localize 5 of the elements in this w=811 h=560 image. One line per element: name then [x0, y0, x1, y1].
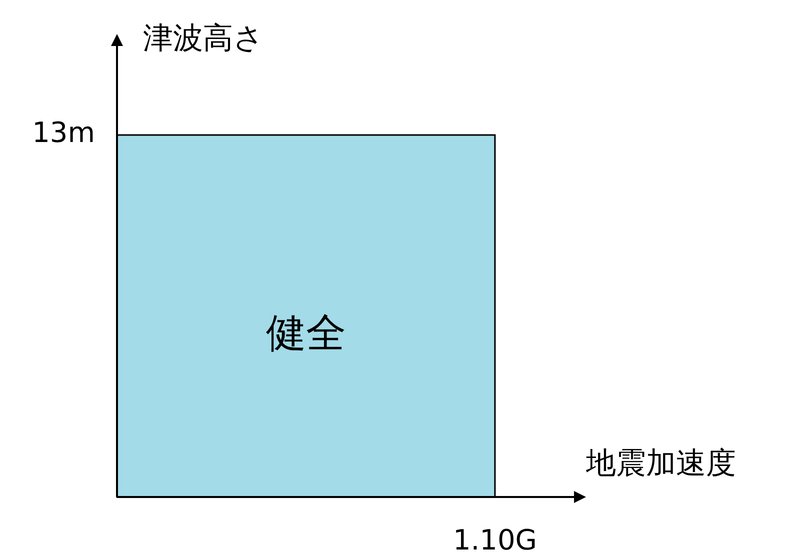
- text: 地震加速度: [585, 446, 736, 481]
- data-label: 1.10G: [452, 523, 537, 556]
- text: 健全: [266, 310, 346, 356]
- data-label: 13m: [32, 116, 95, 150]
- text: 津波高さ: [143, 20, 264, 56]
